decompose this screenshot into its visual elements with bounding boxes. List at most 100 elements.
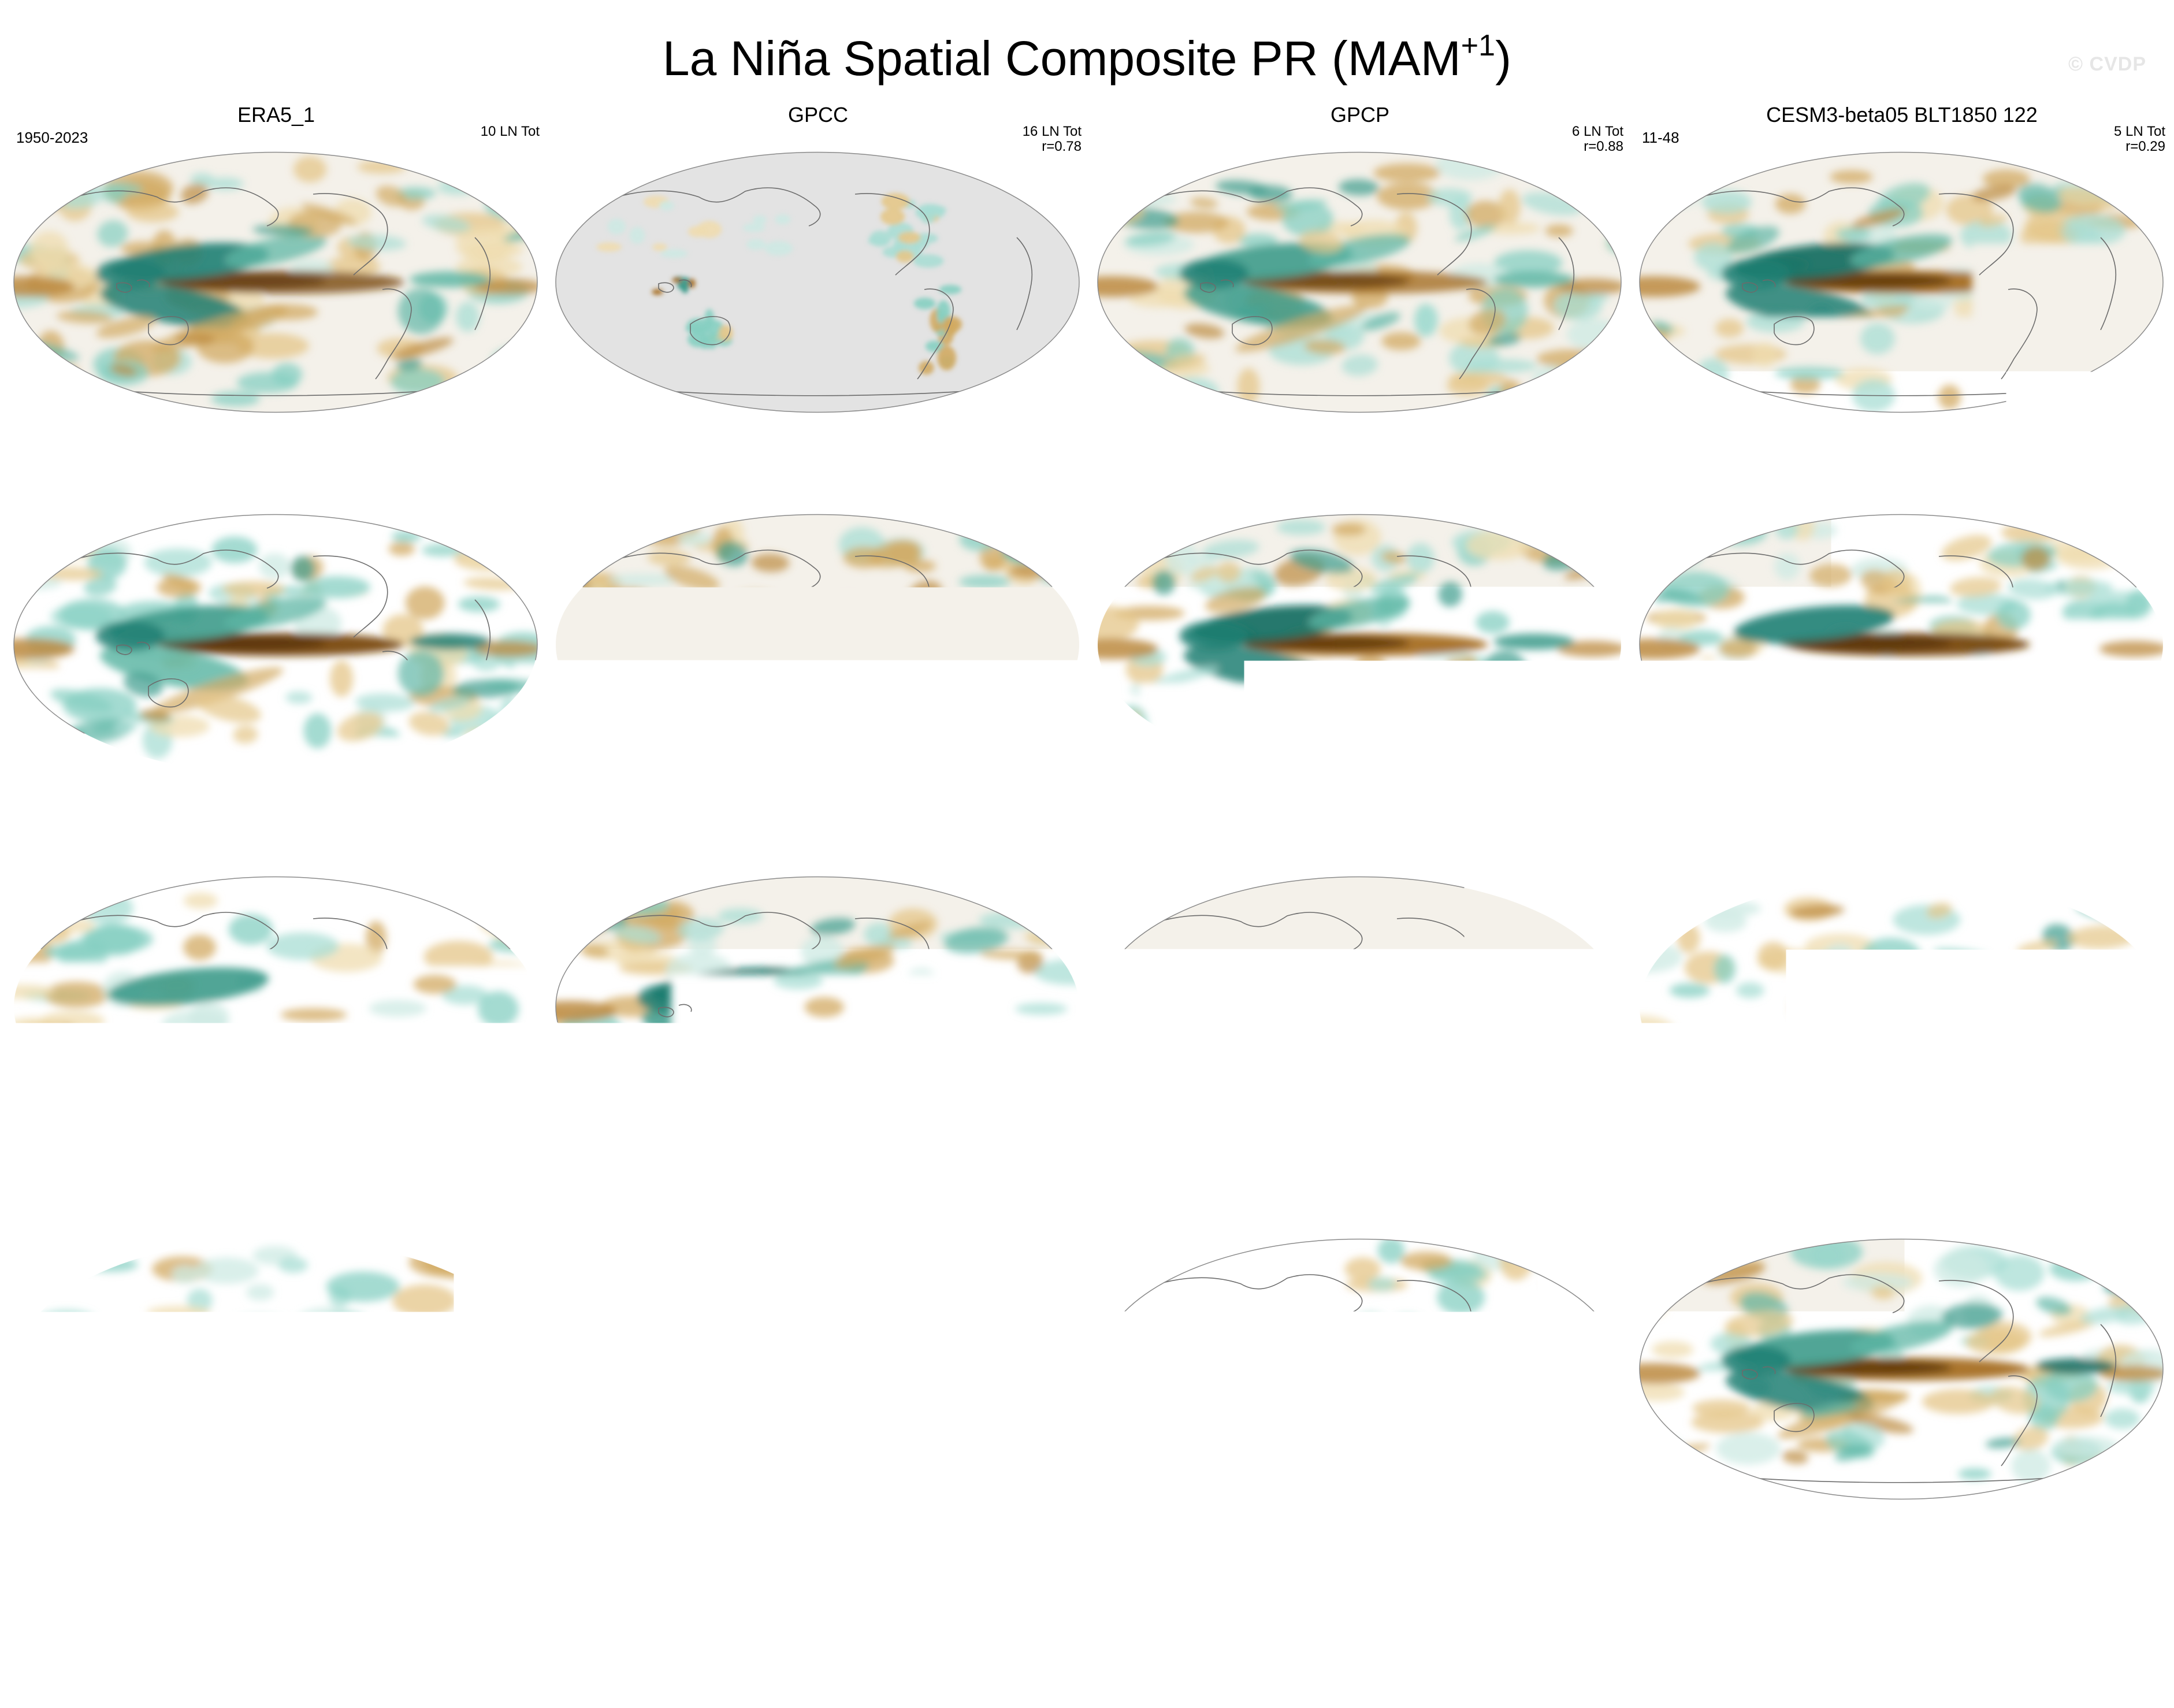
panel-stats: 7 LN Tot r=0.61 [1572, 1211, 1623, 1241]
precipitation-anomaly-map [1097, 875, 1622, 1138]
colorbar-tick-label: -.5 [842, 1614, 912, 1654]
anomaly-blob [409, 1248, 474, 1276]
anomaly-blob [919, 361, 934, 375]
anomaly-blob [630, 227, 645, 244]
la-nina-event-count: 7 LN Tot [1572, 1211, 1623, 1226]
colorbar-box [668, 1576, 738, 1607]
anomaly-blob [555, 1086, 583, 1099]
anomaly-blob [1601, 1061, 1622, 1082]
anomaly-blob [1885, 727, 1922, 748]
map-panel: CESM2 piControl B 1000-1037 7 LN Tot r=0.61 [1088, 1188, 1632, 1549]
anomaly-blob [1213, 946, 1277, 959]
anomaly-blob [1559, 1104, 1599, 1123]
anomaly-blob [1104, 348, 1143, 371]
wet-anomaly [95, 1346, 165, 1376]
anomaly-blob [1752, 343, 1777, 367]
precipitation-anomaly-map [555, 875, 1080, 1138]
panel-period: 71-108 [1100, 853, 1147, 871]
map-panel: CESM3-alpha03d BLT1850 112 59-96 6 LN Tot r… [5, 826, 548, 1187]
anomaly-blob [1109, 1275, 1158, 1298]
colorbar-tick-label: 3 [1541, 1614, 1610, 1654]
anomaly-blob [697, 221, 722, 238]
anomaly-blob [937, 346, 956, 370]
wet-anomaly [637, 983, 707, 1013]
anomaly-blob [1423, 885, 1493, 919]
anomaly-blob [1149, 1466, 1213, 1498]
anomaly-blob [598, 587, 654, 611]
panel-title: ERA5_1 [5, 102, 548, 128]
anomaly-blob [1101, 1067, 1134, 1084]
anomaly-blob [1638, 1279, 1670, 1305]
anomaly-blob [1558, 362, 1614, 398]
la-nina-event-count: 5 LN Tot [1572, 849, 1623, 864]
anomaly-blob [1554, 291, 1602, 320]
anomaly-blob [660, 249, 688, 258]
anomaly-blob [861, 1023, 888, 1052]
anomaly-blob [727, 1090, 798, 1112]
anomaly-blob [2120, 1263, 2157, 1275]
anomaly-blob [778, 1463, 839, 1498]
anomaly-blob [1997, 747, 2069, 767]
colorbar-tick-label: 5 [1681, 1614, 1750, 1654]
precipitation-anomaly-map [1638, 513, 2164, 776]
panel-period: 1600-1637 [1642, 853, 1714, 871]
wet-anomaly-atlantic [410, 1358, 490, 1375]
wet-anomaly [637, 621, 707, 651]
anomaly-blob [1532, 362, 1601, 398]
anomaly-blob [1056, 1281, 1080, 1317]
anomaly-blob [1903, 1444, 1959, 1468]
anomaly-blob [124, 1480, 146, 1495]
anomaly-blob [1098, 1083, 1144, 1116]
la-nina-event-count: 10 LN Tot [481, 124, 540, 139]
colorbar-tick-label: 2 [1471, 1614, 1540, 1654]
anomaly-blob [1218, 1291, 1247, 1316]
anomaly-blob [493, 1256, 538, 1277]
anomaly-blob [1113, 754, 1184, 767]
anomaly-blob [392, 1284, 457, 1317]
colorbar-box [877, 1576, 947, 1607]
colorbar-tick-label: 0 [1052, 1614, 1121, 1654]
wet-anomaly [1721, 1346, 1790, 1376]
wet-anomaly-atlantic [2035, 1358, 2116, 1375]
anomaly-blob [560, 1030, 605, 1050]
anomaly-blob [422, 1101, 478, 1130]
colorbar-tick-label: .75 [1332, 1614, 1401, 1654]
anomaly-blob [850, 656, 875, 671]
anomaly-blob [1909, 1097, 1970, 1122]
anomaly-blob [1540, 1239, 1569, 1268]
panel-period: 1400-1437 [16, 1216, 88, 1233]
anomaly-blob [786, 1109, 844, 1120]
anomaly-blob [612, 895, 669, 916]
map-panel: CESM2 piControl D 1400-1437 6 LN Tot r=0.54 [5, 1188, 548, 1549]
anomaly-blob [741, 726, 772, 755]
anomaly-blob [1649, 718, 1705, 744]
anomaly-blob [562, 1392, 618, 1426]
anomaly-blob [378, 1472, 412, 1499]
colorbar-tick-label: .5 [1262, 1614, 1331, 1654]
precipitation-anomaly-map [1097, 151, 1622, 414]
wet-anomaly [1721, 621, 1790, 651]
anomaly-blob [607, 219, 626, 235]
anomaly-blob [743, 224, 765, 232]
wet-anomaly-atlantic [410, 634, 490, 650]
anomaly-blob [477, 369, 506, 389]
anomaly-blob [1714, 955, 1736, 983]
anomaly-blob [764, 241, 793, 255]
anomaly-blob [496, 517, 526, 544]
anomaly-blob [555, 708, 590, 738]
anomaly-blob [1199, 1481, 1255, 1495]
anomaly-blob [1448, 372, 1508, 386]
anomaly-blob [1277, 519, 1325, 535]
colorbar-tick-label: -2 [633, 1614, 703, 1654]
anomaly-blob [441, 155, 509, 185]
anomaly-blob [211, 391, 259, 406]
anomaly-blob [388, 542, 415, 556]
colorbar-tick-label: 4 [1611, 1614, 1680, 1654]
anomaly-blob [1025, 1446, 1080, 1473]
map-background [556, 153, 1079, 413]
anomaly-blob [1922, 1389, 1995, 1414]
anomaly-blob [1593, 381, 1622, 414]
anomaly-blob [613, 725, 636, 755]
panel-title: CESM2 piControl E [1630, 827, 2173, 852]
anomaly-blob [1991, 905, 2052, 935]
